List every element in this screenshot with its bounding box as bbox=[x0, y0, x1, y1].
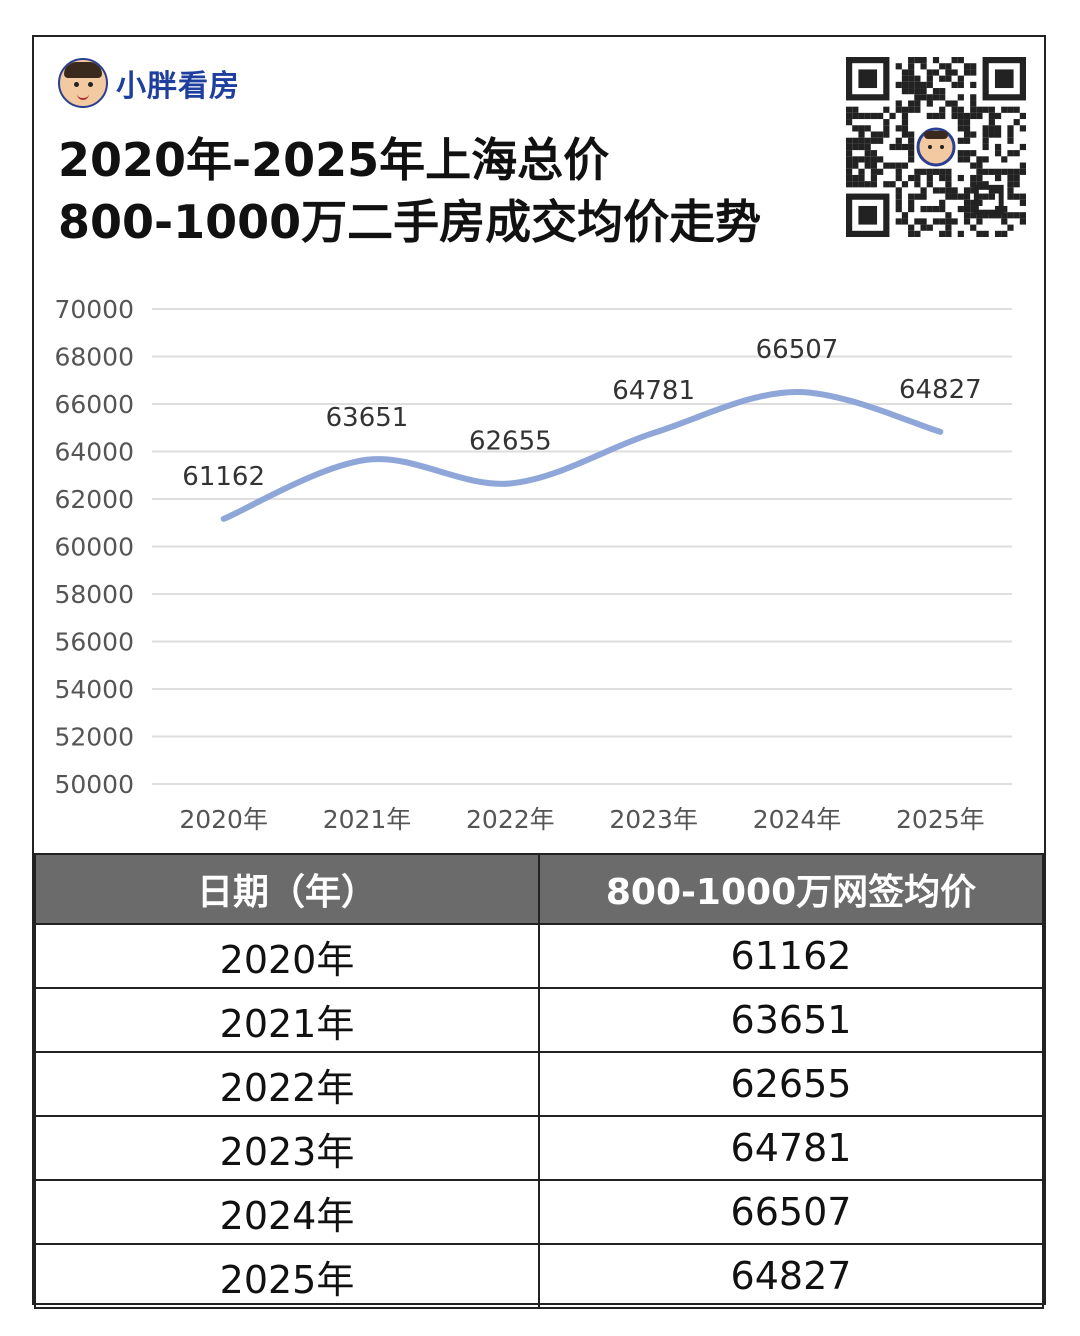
data-table: 日期（年） 800-1000万网签均价 2020年 61162 2021年 6365… bbox=[34, 853, 1044, 1309]
table-header-row: 日期（年） 800-1000万网签均价 bbox=[34, 853, 1044, 925]
data-point bbox=[508, 481, 513, 486]
brand-header: 小胖看房 bbox=[58, 57, 240, 109]
data-label: 66507 bbox=[756, 335, 839, 365]
infographic-frame: 小胖看房 2020年-2025年上海总价 800-1000万二手房成交均价走势 … bbox=[32, 35, 1046, 1309]
y-tick-label: 62000 bbox=[54, 485, 134, 514]
data-point bbox=[795, 389, 799, 394]
year-cell: 2024年 bbox=[34, 1179, 540, 1245]
y-tick-label: 52000 bbox=[54, 723, 134, 752]
data-label: 64781 bbox=[612, 376, 695, 406]
x-tick-label: 2022年 bbox=[466, 805, 555, 834]
table-row: 2025年 64827 bbox=[34, 1243, 1044, 1309]
table-row: 2023年 64781 bbox=[34, 1115, 1044, 1181]
y-tick-label: 56000 bbox=[54, 628, 134, 657]
title-line-2: 800-1000万二手房成交均价走势 bbox=[58, 195, 762, 249]
x-tick-label: 2020年 bbox=[179, 805, 268, 834]
year-cell: 2020年 bbox=[34, 923, 540, 989]
price-cell: 63651 bbox=[538, 987, 1044, 1053]
year-cell: 2025年 bbox=[34, 1243, 540, 1309]
data-point bbox=[651, 430, 656, 435]
data-point bbox=[938, 429, 943, 434]
column-header-price: 800-1000万网签均价 bbox=[538, 853, 1044, 925]
y-tick-label: 58000 bbox=[54, 580, 134, 609]
y-tick-label: 64000 bbox=[54, 438, 134, 467]
series-line bbox=[220, 388, 944, 522]
y-tick-label: 70000 bbox=[54, 295, 134, 324]
brand-name: 小胖看房 bbox=[116, 69, 240, 104]
cartoon-avatar-icon bbox=[58, 58, 108, 108]
y-tick-label: 54000 bbox=[54, 675, 134, 704]
data-label: 64827 bbox=[899, 375, 982, 405]
x-tick-label: 2025年 bbox=[896, 805, 985, 834]
data-label: 61162 bbox=[182, 462, 265, 492]
data-point bbox=[221, 516, 226, 521]
table-row: 2020年 61162 bbox=[34, 923, 1044, 989]
x-tick-label: 2023年 bbox=[609, 805, 698, 834]
page-title: 2020年-2025年上海总价 800-1000万二手房成交均价走势 bbox=[58, 129, 761, 253]
x-tick-label: 2021年 bbox=[323, 805, 412, 834]
title-line-1: 2020年-2025年上海总价 bbox=[58, 133, 610, 187]
line-chart: 70000 68000 66000 64000 62000 60000 58000 56000… bbox=[54, 295, 1012, 834]
price-cell: 64781 bbox=[538, 1115, 1044, 1181]
x-tick-label: 2024年 bbox=[753, 805, 842, 834]
year-cell: 2022年 bbox=[34, 1051, 540, 1117]
y-tick-label: 60000 bbox=[54, 533, 134, 562]
table-row: 2024年 66507 bbox=[34, 1179, 1044, 1245]
table-row: 2021年 63651 bbox=[34, 987, 1044, 1053]
y-tick-label: 50000 bbox=[54, 770, 134, 799]
y-tick-label: 68000 bbox=[54, 343, 134, 372]
data-label: 62655 bbox=[469, 426, 552, 456]
data-point bbox=[365, 457, 369, 462]
table-row: 2022年 62655 bbox=[34, 1051, 1044, 1117]
year-cell: 2021年 bbox=[34, 987, 540, 1053]
price-cell: 61162 bbox=[538, 923, 1044, 989]
price-cell: 64827 bbox=[538, 1243, 1044, 1309]
price-cell: 66507 bbox=[538, 1179, 1044, 1245]
price-cell: 62655 bbox=[538, 1051, 1044, 1117]
y-tick-label: 66000 bbox=[54, 390, 134, 419]
year-cell: 2023年 bbox=[34, 1115, 540, 1181]
data-label: 63651 bbox=[326, 403, 409, 433]
qr-code-icon bbox=[846, 57, 1026, 237]
column-header-date: 日期（年） bbox=[34, 853, 540, 925]
